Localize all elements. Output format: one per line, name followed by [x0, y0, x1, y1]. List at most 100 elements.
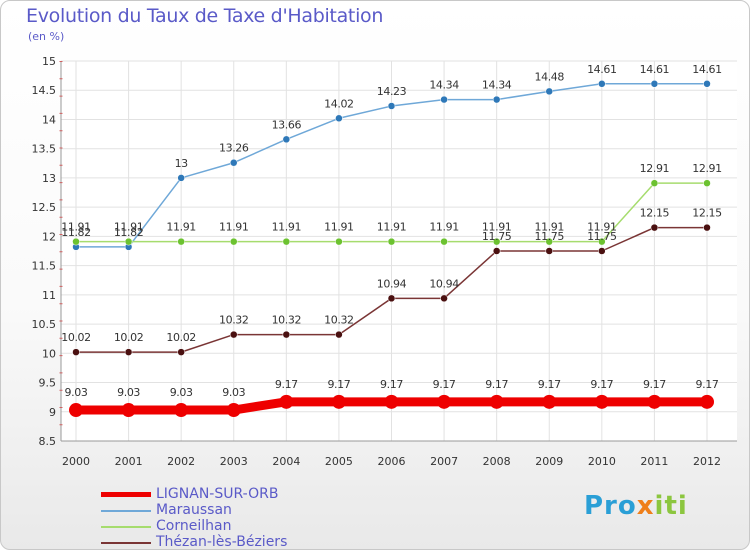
data-label-corneilhan: 11.91: [166, 221, 196, 234]
data-label-corneilhan: 12.91: [692, 162, 722, 175]
data-point-lignan-sur-orb: [594, 394, 609, 409]
data-label-maraussan: 14.61: [692, 63, 722, 76]
data-point-th-zan-l-s-b-ziers: [230, 330, 238, 339]
data-point-corneilhan: [598, 237, 606, 246]
data-point-th-zan-l-s-b-ziers: [282, 330, 291, 339]
data-label-th-zan-l-s-b-ziers: 11.75: [482, 230, 512, 243]
data-point-corneilhan: [492, 237, 501, 246]
y-tick-label: 14: [42, 113, 56, 126]
data-label-lignan-sur-orb: 9.17: [590, 378, 613, 391]
data-label-th-zan-l-s-b-ziers: 10.94: [377, 277, 407, 290]
proxiti-logo: Proxiti: [584, 491, 688, 521]
data-label-th-zan-l-s-b-ziers: 10.32: [272, 314, 302, 327]
x-tick-label: 2009: [535, 455, 563, 468]
data-label-maraussan: 14.61: [640, 63, 670, 76]
data-label-th-zan-l-s-b-ziers: 11.75: [587, 230, 617, 243]
data-label-corneilhan: 11.91: [114, 221, 144, 234]
y-tick-label: 15: [42, 55, 56, 68]
x-tick-label: 2012: [693, 455, 721, 468]
legend-label-corneilhan: Corneilhan: [156, 518, 232, 534]
data-point-lignan-sur-orb: [174, 403, 189, 418]
data-point-maraussan: [545, 87, 553, 96]
y-tick-label: 11.5: [32, 260, 57, 273]
data-label-lignan-sur-orb: 9.03: [117, 386, 140, 399]
data-point-maraussan: [492, 95, 501, 104]
data-label-maraussan: 14.34: [429, 79, 459, 92]
legend-label-lignan: LIGNAN-SUR-ORB: [156, 486, 279, 502]
data-point-th-zan-l-s-b-ziers: [177, 348, 185, 356]
y-tick-label: 10: [42, 347, 56, 360]
data-label-maraussan: 14.02: [324, 97, 354, 110]
data-point-lignan-sur-orb: [279, 394, 294, 409]
y-tick-label: 8.5: [39, 435, 57, 448]
data-point-maraussan: [440, 95, 448, 104]
data-label-th-zan-l-s-b-ziers: 10.32: [219, 314, 249, 327]
y-tick-label: 10.5: [32, 318, 57, 331]
data-label-corneilhan: 11.91: [272, 221, 302, 234]
y-tick-label: 12: [42, 230, 56, 243]
y-tick-label: 9: [49, 406, 56, 419]
data-label-maraussan: 14.23: [377, 85, 407, 98]
data-point-th-zan-l-s-b-ziers: [440, 294, 448, 303]
data-label-th-zan-l-s-b-ziers: 10.02: [114, 331, 144, 344]
data-label-lignan-sur-orb: 9.03: [170, 386, 193, 399]
data-label-maraussan: 11.82: [114, 226, 144, 239]
data-point-lignan-sur-orb: [384, 394, 399, 409]
data-label-lignan-sur-orb: 9.17: [380, 378, 403, 391]
x-tick-label: 2010: [588, 455, 616, 468]
data-label-maraussan: 14.48: [535, 70, 565, 83]
y-tick-label: 13: [42, 172, 56, 185]
y-tick-label: 14.5: [32, 84, 57, 97]
data-point-th-zan-l-s-b-ziers: [650, 223, 659, 232]
x-tick-label: 2000: [62, 455, 90, 468]
data-label-lignan-sur-orb: 9.03: [222, 386, 245, 399]
data-point-lignan-sur-orb: [121, 403, 136, 418]
data-label-corneilhan: 11.91: [482, 221, 512, 234]
x-tick-label: 2007: [430, 455, 458, 468]
legend-swatch-maraussan: [101, 510, 151, 512]
data-label-corneilhan: 11.91: [324, 221, 354, 234]
legend-swatch-thezan: [101, 542, 151, 544]
y-tick-label: 9.5: [39, 377, 57, 390]
data-label-corneilhan: 12.91: [640, 162, 670, 175]
data-point-lignan-sur-orb: [226, 403, 241, 418]
data-label-th-zan-l-s-b-ziers: 12.15: [640, 207, 670, 220]
data-point-maraussan: [230, 158, 238, 167]
y-tick-label: 13.5: [32, 143, 57, 156]
data-point-th-zan-l-s-b-ziers: [72, 348, 80, 356]
data-point-lignan-sur-orb: [700, 394, 714, 409]
data-label-corneilhan: 11.91: [587, 221, 617, 234]
data-point-th-zan-l-s-b-ziers: [492, 247, 501, 255]
data-point-maraussan: [387, 102, 396, 110]
plot-area: [61, 61, 737, 441]
data-label-th-zan-l-s-b-ziers: 10.02: [61, 331, 91, 344]
x-tick-label: 2001: [115, 455, 143, 468]
x-tick-label: 2005: [325, 455, 353, 468]
legend-label-thezan: Thézan-lès-Béziers: [156, 534, 288, 550]
data-point-maraussan: [703, 80, 711, 88]
data-point-th-zan-l-s-b-ziers: [387, 294, 396, 303]
legend-label-maraussan: Maraussan: [156, 502, 232, 518]
data-point-maraussan: [598, 80, 606, 88]
data-point-th-zan-l-s-b-ziers: [124, 348, 133, 356]
data-point-th-zan-l-s-b-ziers: [335, 330, 343, 339]
data-label-lignan-sur-orb: 9.17: [327, 378, 350, 391]
legend-swatch-lignan: [101, 492, 151, 497]
data-point-corneilhan: [545, 237, 553, 246]
x-tick-label: 2003: [220, 455, 248, 468]
data-label-maraussan: 14.61: [587, 63, 617, 76]
data-point-th-zan-l-s-b-ziers: [598, 247, 606, 255]
data-point-corneilhan: [650, 179, 659, 187]
data-point-lignan-sur-orb: [437, 394, 452, 409]
data-label-lignan-sur-orb: 9.17: [433, 378, 456, 391]
x-tick-label: 2004: [272, 455, 300, 468]
data-label-maraussan: 14.34: [482, 79, 512, 92]
data-label-maraussan: 13: [175, 157, 189, 170]
data-label-lignan-sur-orb: 9.17: [275, 378, 298, 391]
data-point-lignan-sur-orb: [542, 394, 557, 409]
data-point-th-zan-l-s-b-ziers: [703, 223, 711, 232]
x-tick-label: 2002: [167, 455, 195, 468]
x-tick-label: 2008: [483, 455, 511, 468]
data-label-lignan-sur-orb: 9.17: [696, 378, 719, 391]
